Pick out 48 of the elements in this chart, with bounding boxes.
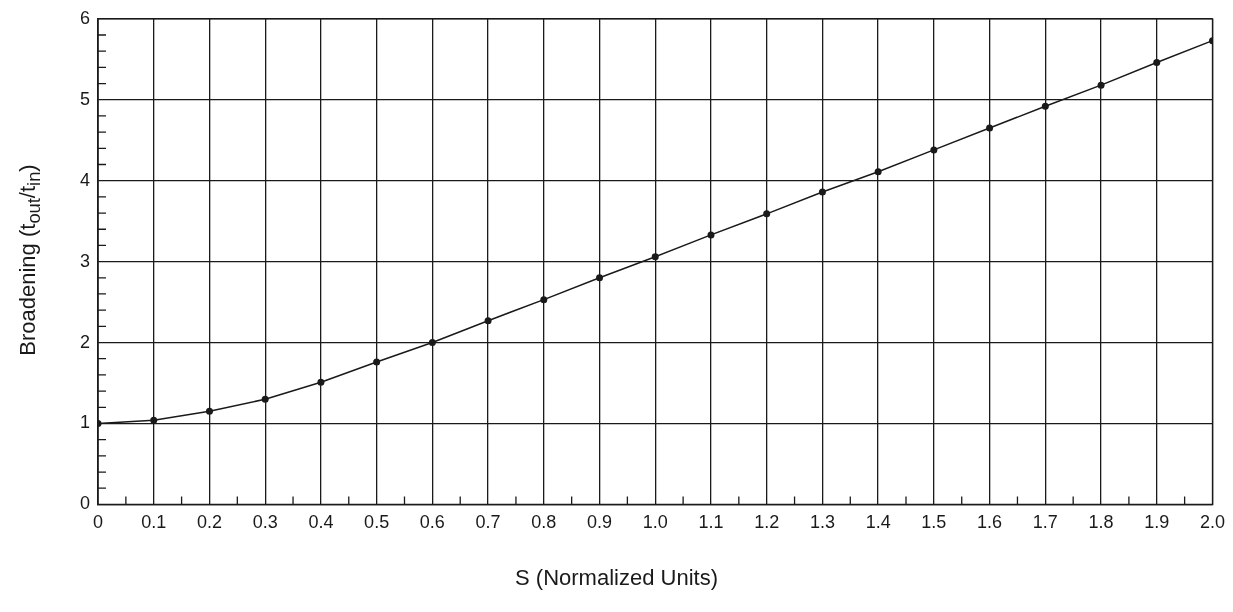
x-tick-label: 1.8 xyxy=(1088,512,1114,533)
point xyxy=(540,296,548,304)
point xyxy=(1097,81,1105,89)
y-tick-label: 4 xyxy=(80,169,91,190)
point xyxy=(707,231,715,239)
x-tick-label: 1.0 xyxy=(642,512,668,533)
x-tick-label: 1.7 xyxy=(1032,512,1058,533)
point xyxy=(373,358,381,366)
point xyxy=(930,146,938,154)
point xyxy=(763,210,771,218)
y-tick-label: 6 xyxy=(80,7,91,28)
x-tick-label: 0.1 xyxy=(141,512,167,533)
point xyxy=(150,416,158,424)
x-tick-label: 0.3 xyxy=(252,512,278,533)
x-tick-label: 0.4 xyxy=(308,512,334,533)
point xyxy=(651,253,659,261)
x-tick-label: 1.3 xyxy=(809,512,835,533)
y-tick-label: 0 xyxy=(80,493,91,514)
x-tick-label: 0.8 xyxy=(531,512,557,533)
x-tick-label: 0 xyxy=(93,512,104,533)
x-tick-label: 0.9 xyxy=(587,512,613,533)
point xyxy=(484,317,492,325)
x-tick-label: 1.4 xyxy=(865,512,891,533)
x-tick-label: 1.6 xyxy=(977,512,1003,533)
x-tick-label: 0.5 xyxy=(364,512,390,533)
x-tick-label: 1.9 xyxy=(1144,512,1170,533)
point xyxy=(261,395,269,403)
point xyxy=(317,378,325,386)
point xyxy=(818,188,826,196)
point xyxy=(874,168,882,176)
y-tick-label: 3 xyxy=(80,250,91,271)
point xyxy=(205,407,213,415)
point xyxy=(986,124,994,132)
x-tick-label: 0.6 xyxy=(419,512,445,533)
x-tick-label: 1.5 xyxy=(921,512,947,533)
y-tick-label: 1 xyxy=(80,412,91,433)
x-tick-label: 1.1 xyxy=(698,512,724,533)
point xyxy=(428,339,436,347)
point xyxy=(1153,59,1161,66)
x-tick-label: 0.7 xyxy=(475,512,501,533)
x-axis-title: S (Normalized Units) xyxy=(514,565,719,591)
y-tick-label: 5 xyxy=(80,88,91,109)
y-tick-label: 2 xyxy=(80,331,91,352)
point xyxy=(596,274,604,282)
x-tick-label: 0.2 xyxy=(196,512,222,533)
point xyxy=(1041,102,1049,110)
x-tick-label: 2.0 xyxy=(1199,512,1225,533)
x-tick-label: 1.2 xyxy=(754,512,780,533)
